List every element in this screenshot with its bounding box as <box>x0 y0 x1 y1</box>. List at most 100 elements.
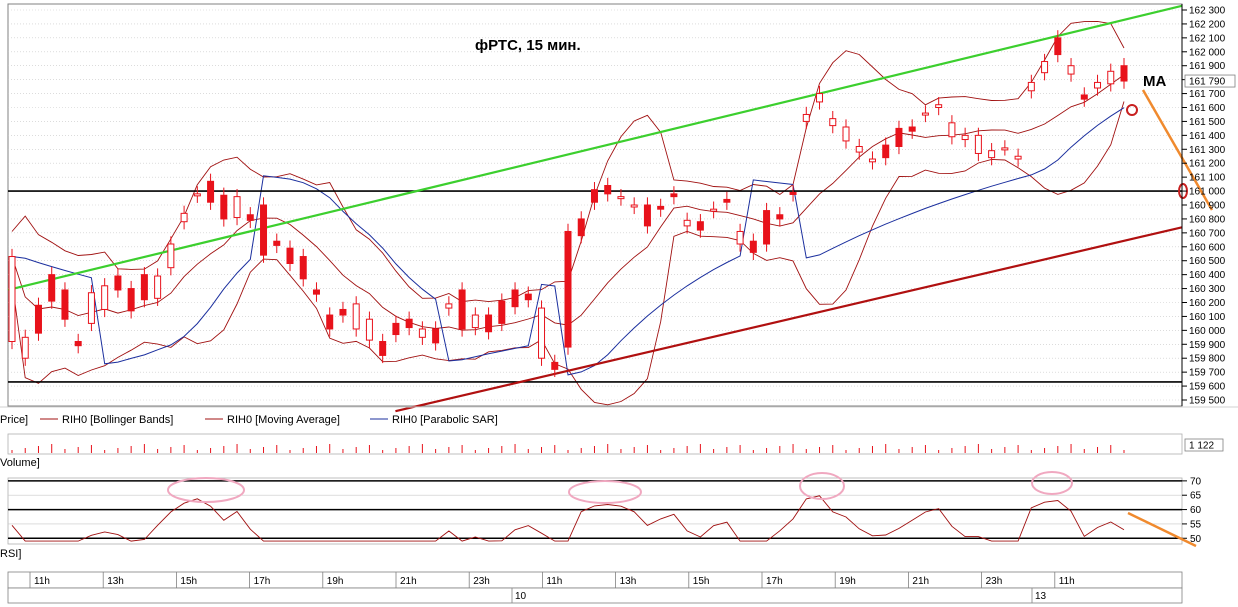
candle-body <box>140 274 148 301</box>
candle-body <box>114 275 122 291</box>
legend-bollinger: RIH0 [Bollinger Bands] <box>62 414 173 426</box>
candle-body <box>710 208 718 212</box>
candle-body <box>167 243 175 269</box>
rsi-tick-label: 50 <box>1190 534 1202 545</box>
price-tick-label: 161 600 <box>1189 103 1226 114</box>
candle-body <box>405 318 413 329</box>
candle-body <box>736 230 744 245</box>
parabolic-sar-line <box>11 107 1125 376</box>
price-tick-label: 160 800 <box>1189 214 1226 225</box>
candle-body <box>273 240 281 246</box>
time-tick-label: 23h <box>986 576 1003 587</box>
ma-annotation: MA <box>1143 73 1166 90</box>
candle-body <box>842 126 850 142</box>
price-tick-label: 161 700 <box>1189 89 1226 100</box>
time-tick-label: 21h <box>912 576 929 587</box>
candle-body <box>339 308 347 316</box>
candle-body <box>895 127 903 147</box>
rsi-tick-label: 70 <box>1190 476 1202 487</box>
candle-body <box>908 126 916 132</box>
candle-body <box>127 288 135 312</box>
candle-body <box>524 293 532 301</box>
volume-label: Volume] <box>0 457 40 469</box>
candle-body <box>670 193 678 198</box>
candle-body <box>921 112 929 116</box>
price-tick-label: 159 900 <box>1189 340 1226 351</box>
candle-body <box>101 285 109 310</box>
candle-body <box>564 230 572 348</box>
candle-body <box>326 314 334 330</box>
candle-body <box>723 198 731 203</box>
candle-body <box>551 361 559 370</box>
target-circle <box>1126 104 1138 116</box>
price-tick-label: 161 400 <box>1189 131 1226 142</box>
forecast-arrow <box>1141 89 1214 211</box>
rsi-forecast-arrow <box>1127 511 1197 548</box>
price-tick-label: 159 500 <box>1189 396 1226 407</box>
price-tick-label: 160 200 <box>1189 298 1226 309</box>
rsi-highlight-ellipse <box>1031 471 1073 495</box>
time-axis: 11h 13h 15h 17h 19h 21h 23h 11h 13h 15h 17h 19h 21h 2… <box>7 571 1183 604</box>
price-tick-label: 159 700 <box>1189 368 1226 379</box>
price-tick-label: 162 200 <box>1189 19 1226 30</box>
volume-panel: 1 122 Volume] <box>0 433 1224 469</box>
candle-body <box>34 304 42 334</box>
price-tick-label: 160 600 <box>1189 242 1226 253</box>
date-tick-label: 10 <box>515 591 527 602</box>
candle-body <box>286 247 294 265</box>
time-tick-label: 17h <box>254 576 271 587</box>
candle-body <box>630 204 638 208</box>
rsi-highlight-ellipse <box>799 472 845 500</box>
rsi-panel: 70 65 60 55 50 RSI] <box>0 471 1202 560</box>
candle-body <box>352 303 360 330</box>
date-axis-frame <box>7 587 1183 604</box>
candle-body <box>604 185 612 195</box>
price-tick-label: 160 400 <box>1189 270 1226 281</box>
time-tick-label: 13h <box>620 576 637 587</box>
price-tick-label: 161 000 <box>1189 187 1226 198</box>
time-tick-label: 17h <box>766 576 783 587</box>
candle-body <box>471 314 479 329</box>
price-tick-label: 159 800 <box>1189 354 1226 365</box>
trend-line-lower <box>395 226 1183 413</box>
candle-body <box>829 118 837 127</box>
time-tick-label: 19h <box>327 576 344 587</box>
candle-body <box>643 204 651 227</box>
candle-body <box>763 210 771 245</box>
candle-body <box>445 303 453 309</box>
candle-body <box>458 289 466 330</box>
candle-body <box>855 146 863 153</box>
price-tick-label: 162 300 <box>1189 6 1226 17</box>
candle-body <box>1094 81 1102 89</box>
price-tick-label: 162 100 <box>1189 33 1226 44</box>
candle-body <box>498 300 506 324</box>
price-tick-label: 160 000 <box>1189 326 1226 337</box>
price-tick-label: 161 500 <box>1189 117 1226 128</box>
candle-body <box>193 193 201 197</box>
candle-body <box>696 221 704 231</box>
price-tick-label: 161 100 <box>1189 173 1226 184</box>
time-tick-label: 21h <box>400 576 417 587</box>
candle-body <box>1027 81 1035 92</box>
time-tick-label: 13h <box>107 576 124 587</box>
rsi-highlight-ellipse <box>167 477 245 503</box>
candle-body <box>61 289 69 320</box>
candle-body <box>617 196 625 200</box>
price-tick-label: 161 200 <box>1189 159 1226 170</box>
legend-moving-average: RIH0 [Moving Average] <box>227 414 340 426</box>
candle-body <box>418 328 426 338</box>
volume-last-label: 1 122 <box>1189 441 1214 452</box>
candle-body <box>749 240 757 253</box>
chart-title: фРТС, 15 мин. <box>475 37 581 54</box>
candle-body <box>657 205 665 210</box>
price-tick-label: 159 600 <box>1189 382 1226 393</box>
price-tick-label: 162 000 <box>1189 47 1226 58</box>
time-tick-label: 11h <box>1059 576 1075 587</box>
time-tick-label: 19h <box>839 576 856 587</box>
candle-body <box>961 134 969 141</box>
time-tick-label: 15h <box>693 576 710 587</box>
candle-body <box>246 214 254 221</box>
legend-price: Price] <box>0 414 28 426</box>
